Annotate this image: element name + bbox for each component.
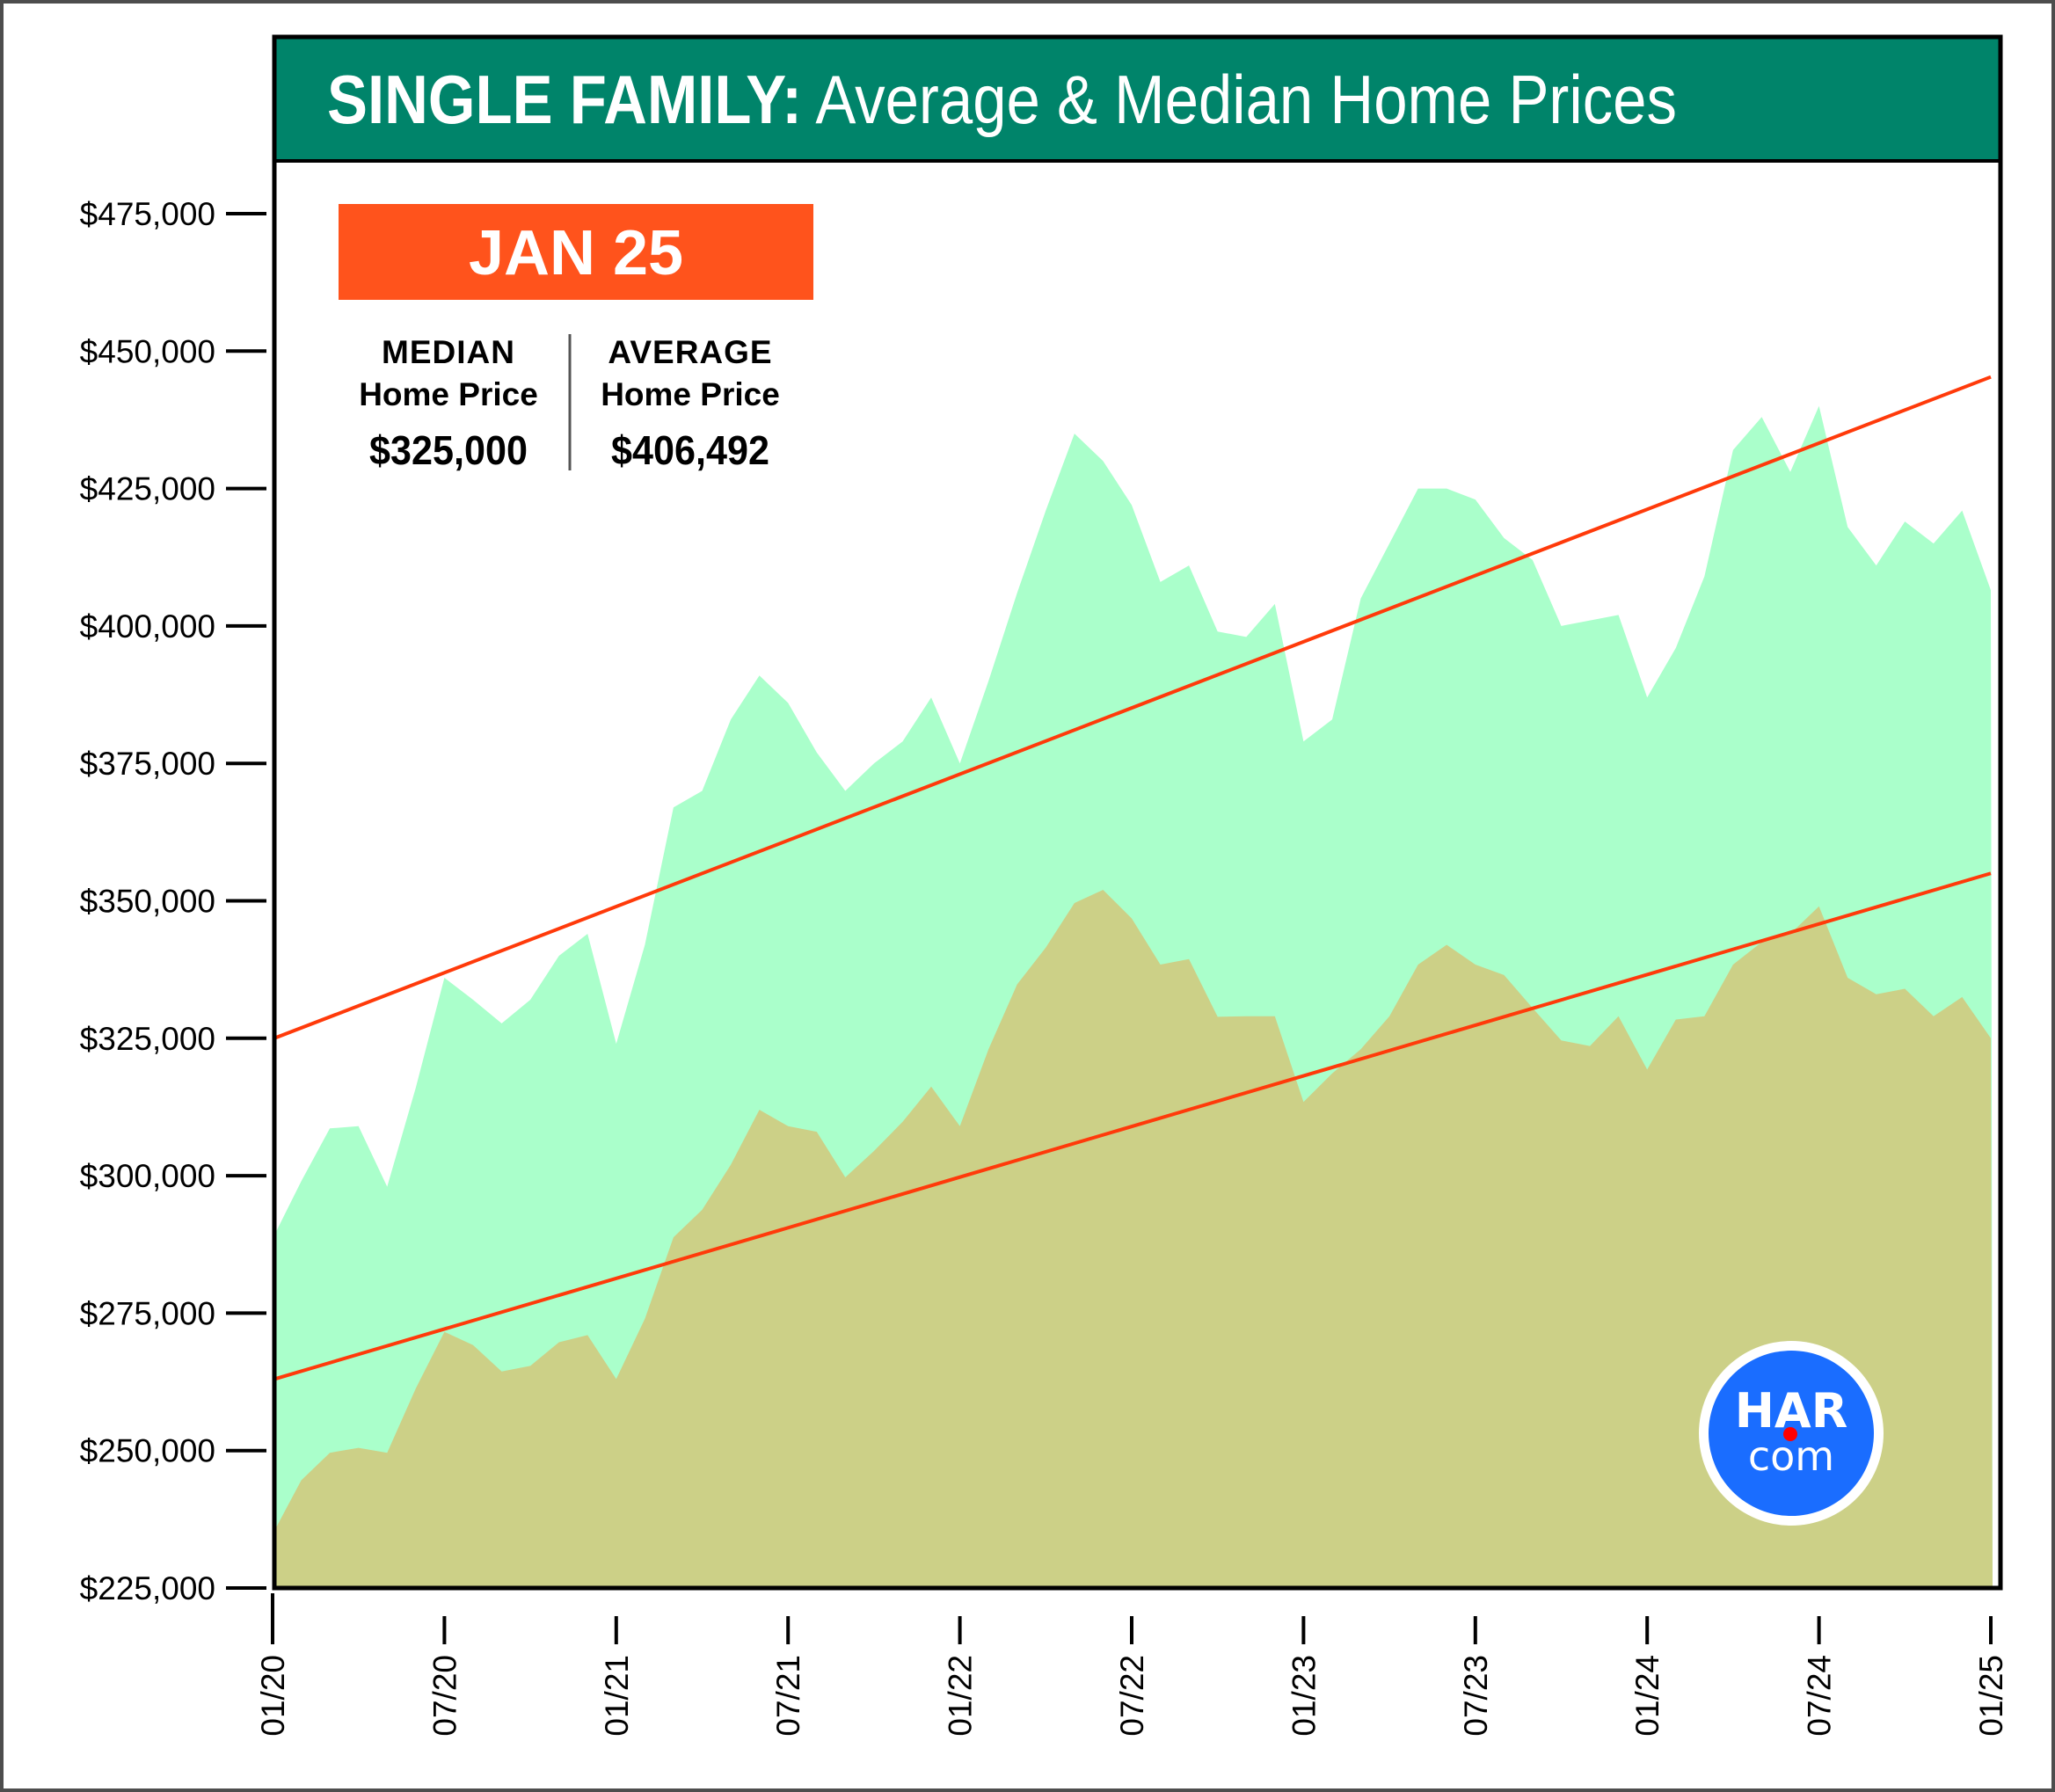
x-tick-label: 01/24: [1629, 1655, 1665, 1737]
plot-border: [272, 34, 2003, 1591]
stats-panel: MEDIAN Home Price $325,000 AVERAGE Home …: [359, 334, 780, 473]
average-subheading: Home Price: [601, 376, 780, 412]
logo-dot-icon: [1783, 1427, 1797, 1441]
y-tick-label: $425,000: [80, 471, 215, 507]
page-title: SINGLE FAMILY: Average & Median Home Pri…: [327, 61, 1677, 138]
median-price-area: [275, 890, 1993, 1588]
har-logo: HAR com: [1699, 1341, 1884, 1526]
y-tick-label: $325,000: [80, 1021, 215, 1057]
x-axis: 01/20 07/20 01/21 07/21 01/22 07/22 01/23 07/23…: [255, 1593, 2009, 1737]
median-subheading: Home Price: [359, 376, 538, 412]
date-badge-label: JAN 25: [469, 218, 683, 288]
x-tick-label: 01/20: [255, 1655, 291, 1737]
x-tick-label: 01/22: [943, 1655, 979, 1737]
average-heading: AVERAGE: [608, 334, 772, 370]
logo-com-text: com: [1748, 1432, 1834, 1480]
x-tick-label: 01/25: [1973, 1655, 2009, 1737]
x-tick-label: 07/20: [426, 1655, 463, 1737]
average-trend-line: [273, 375, 1992, 1040]
y-tick-label: $475,000: [80, 196, 215, 232]
average-value: $406,492: [611, 427, 769, 473]
y-tick-label: $250,000: [80, 1433, 215, 1469]
y-tick-label: $375,000: [80, 746, 215, 782]
x-tick-label: 07/21: [770, 1655, 806, 1737]
x-tick-label: 01/21: [599, 1655, 635, 1737]
y-tick-label: $275,000: [80, 1295, 215, 1331]
x-tick-label: 07/24: [1802, 1655, 1838, 1737]
y-tick-label: $400,000: [80, 608, 215, 645]
y-tick-label: $300,000: [80, 1158, 215, 1194]
x-tick-label: 07/23: [1458, 1655, 1494, 1737]
median-value: $325,000: [369, 427, 528, 473]
title-bold: SINGLE FAMILY:: [327, 61, 802, 138]
median-heading: MEDIAN: [382, 334, 515, 370]
date-badge: [339, 204, 813, 300]
x-tick-label: 07/22: [1114, 1655, 1150, 1737]
title-rest: Average & Median Home Prices: [802, 61, 1677, 138]
y-tick-label: $350,000: [80, 884, 215, 920]
y-tick-label: $225,000: [80, 1570, 215, 1606]
y-axis: $225,000 $250,000 $275,000 $300,000 $325,000…: [80, 196, 266, 1606]
y-tick-label: $450,000: [80, 333, 215, 369]
header-banner: [274, 37, 2000, 161]
x-tick-label: 01/23: [1286, 1655, 1322, 1737]
median-trend-line: [273, 871, 1992, 1381]
